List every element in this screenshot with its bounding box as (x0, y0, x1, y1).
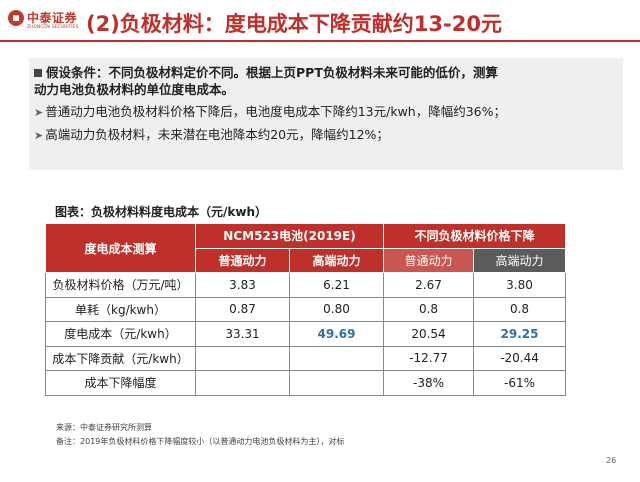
table-cell: -38% (383, 370, 474, 396)
assumption-line-2: 动力电池负极材料的单位度电成本。 (34, 82, 235, 97)
table-cell: 0.80 (289, 296, 384, 322)
logo-icon (8, 10, 24, 26)
source-line: 来源：中泰证券研究所测算 (56, 423, 152, 432)
row-label: 负极材料价格（万元/吨） (45, 272, 196, 298)
page-number: 26 (606, 456, 617, 465)
row-label: 成本下降贡献（元/kwh） (45, 345, 196, 371)
company-logo: 中泰证券 ZHONGTAI SECURITIES (8, 8, 78, 36)
table-row: 度电成本（元/kwh） 33.31 49.69 20.54 29.25 (45, 321, 567, 347)
table-cell: 33.31 (195, 321, 290, 347)
table-row: 单耗（kg/kwh） 0.87 0.80 0.8 0.8 (45, 296, 567, 322)
table-cell: 3.80 (472, 272, 567, 298)
table-cell (195, 370, 290, 396)
row-label: 单耗（kg/kwh） (45, 296, 196, 322)
table-cell: -61% (472, 370, 567, 396)
table-cell: -20.44 (472, 345, 567, 371)
table-cell (195, 345, 290, 371)
assumption-line-3: ➤ 普通动力电池负极材料价格下降后，电池度电成本下降约13元/kwh，降幅约36%… (34, 104, 507, 119)
table-subheader: 普通动力 (195, 247, 290, 273)
table-cell: 0.87 (195, 296, 290, 322)
table-subheader: 高端动力 (289, 247, 384, 273)
assumption-line-1: 假设条件：不同负极材料定价不同。根据上页PPT负极材料未来可能的低价，测算 (34, 64, 498, 82)
table-cell: 6.21 (289, 272, 384, 298)
table-cell-highlight: 49.69 (289, 321, 384, 347)
table-group-2: 不同负极材料价格下降 (382, 223, 567, 249)
source-notes: 来源：中泰证券研究所测算 备注：2019年负极材料价格下降幅度较小（以普通动力电… (56, 421, 344, 449)
cost-table: 度电成本测算 NCM523电池(2019E) 不同负极材料价格下降 普通动力 高… (45, 223, 567, 396)
table-subheader: 普通动力 (383, 247, 474, 273)
table-cell: 2.67 (383, 272, 474, 298)
table-group-1: NCM523电池(2019E) (195, 223, 384, 249)
page-title: (2)负极材料：度电成本下降贡献约13-20元 (86, 12, 502, 36)
table-cell (289, 345, 384, 371)
table-cell: 0.8 (383, 296, 474, 322)
arrow-bullet-icon: ➤ (34, 129, 44, 142)
table-cell: 0.8 (472, 296, 567, 322)
square-bullet-icon (34, 69, 42, 77)
title-divider (0, 40, 640, 42)
table-cell: 20.54 (383, 321, 474, 347)
table-caption: 图表：负极材料料度电成本（元/kwh） (55, 205, 267, 219)
table-cell: -12.77 (383, 345, 474, 371)
table-row: 成本下降幅度 -38% -61% (45, 370, 567, 396)
table-row: 成本下降贡献（元/kwh） -12.77 -20.44 (45, 345, 567, 371)
note-line: 备注：2019年负极材料价格下降幅度较小（以普通动力电池负极材料为主），对标 (56, 437, 345, 446)
table-cell (289, 370, 384, 396)
table-header-label: 度电成本测算 (45, 223, 196, 273)
assumptions-box: 假设条件：不同负极材料定价不同。根据上页PPT负极材料未来可能的低价，测算 动力… (29, 58, 623, 170)
logo-subtext: ZHONGTAI SECURITIES (27, 25, 79, 30)
arrow-bullet-icon: ➤ (34, 106, 44, 119)
row-label: 度电成本（元/kwh） (45, 321, 196, 347)
row-label: 成本下降幅度 (45, 370, 196, 396)
assumption-line-4: ➤ 高端动力负极材料，未来潜在电池降本约20元，降幅约12%； (34, 127, 389, 142)
logo-text: 中泰证券 (27, 11, 78, 25)
table-cell: 3.83 (195, 272, 290, 298)
table-subheader: 高端动力 (472, 247, 567, 273)
table-row: 负极材料价格（万元/吨） 3.83 6.21 2.67 3.80 (45, 272, 567, 298)
table-cell-highlight: 29.25 (472, 321, 567, 347)
